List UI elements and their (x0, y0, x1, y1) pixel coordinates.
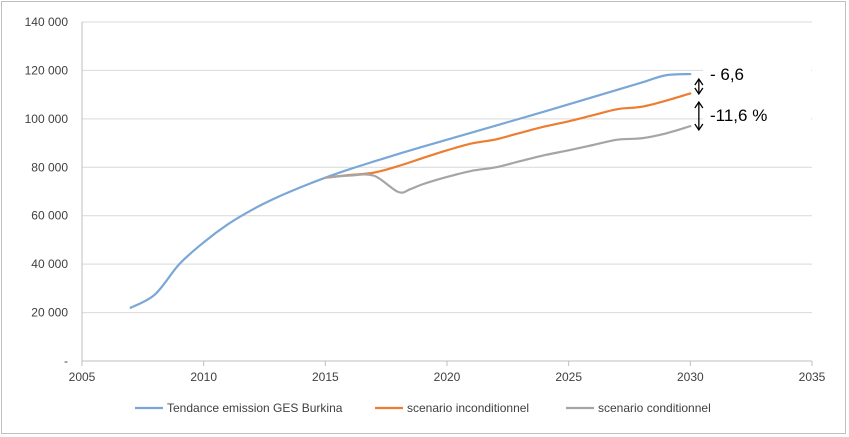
y-tick-label: 120 000 (25, 63, 69, 77)
x-tick-label: 2025 (555, 370, 582, 384)
arrow-head-down (694, 123, 704, 132)
double-arrow-conditionnel (694, 100, 704, 132)
arrow-head-up (694, 77, 704, 86)
annotation-inconditionnel: - 6,6 (710, 65, 744, 84)
arrow-head-up (694, 100, 704, 109)
x-tick-label: 2020 (434, 370, 461, 384)
x-tick-label: 2010 (190, 370, 217, 384)
y-tick-label: - (64, 354, 68, 368)
double-arrow-inconditionnel (694, 77, 704, 96)
legend-label-scenario-conditionnel: scenario conditionnel (598, 401, 711, 415)
series-line-scenario-inconditionnel (324, 92, 692, 179)
gridlines (82, 21, 812, 314)
x-tick-label: 2035 (799, 370, 826, 384)
arrow-head-down (694, 87, 704, 96)
annotation-conditionnel: -11,6 % (710, 106, 767, 125)
annotation-box (703, 92, 811, 130)
series-lines (129, 72, 692, 309)
y-tick-label: 40 000 (31, 257, 68, 271)
y-tick-label: 80 000 (31, 160, 68, 174)
annotation-box (703, 55, 811, 91)
y-axis-ticks: - 20 000 40 000 60 000 80 000 100 000 120 000 1… (25, 15, 69, 368)
legend-label-tendance-emission-ges-burkina: Tendance emission GES Burkina (167, 401, 343, 415)
y-tick-label: 100 000 (25, 112, 69, 126)
y-tick-label: 20 000 (31, 306, 68, 320)
legend: Tendance emission GES Burkina scenario in… (135, 401, 711, 415)
x-axis-ticks: 2005 2010 2015 2020 2025 2030 2035 (69, 370, 826, 384)
legend-label-scenario-inconditionnel: scenario inconditionnel (407, 401, 529, 415)
y-tick-label: 60 000 (31, 209, 68, 223)
axes (81, 22, 813, 366)
series-line-tendance-emission-ges-burkina (129, 72, 692, 309)
x-tick-label: 2030 (677, 370, 704, 384)
x-tick-label: 2005 (69, 370, 96, 384)
annotations: - 6,6 -11,6 % (694, 55, 811, 132)
series-line-scenario-conditionnel (324, 125, 692, 194)
x-tick-label: 2015 (312, 370, 339, 384)
y-tick-label: 140 000 (25, 15, 69, 29)
